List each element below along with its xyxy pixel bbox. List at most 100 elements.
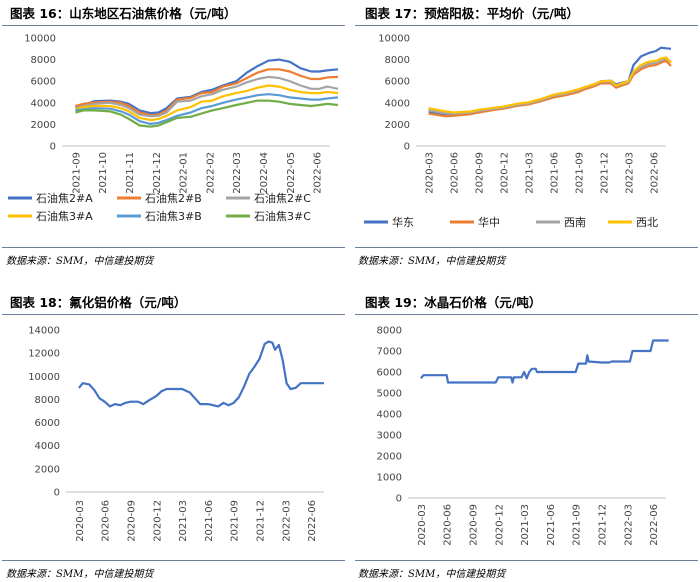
source-note: 数据来源：SMM，中信建投期货: [6, 256, 154, 267]
x-tick-label: 2022-03: [625, 152, 636, 194]
y-tick-label: 6000: [385, 77, 410, 88]
source-divider: [355, 247, 698, 248]
y-tick-label: 8000: [31, 55, 56, 66]
series-line: [75, 99, 339, 128]
y-tick-label: 3000: [377, 431, 402, 442]
y-tick-label: 2000: [35, 464, 60, 475]
x-tick-label: 2021-12: [598, 504, 609, 546]
x-tick-label: 2021-03: [525, 152, 536, 194]
y-tick-label: 0: [54, 488, 60, 499]
series-line: [78, 340, 324, 408]
source-divider: [2, 247, 345, 248]
series-line: [428, 59, 672, 118]
y-tick-label: 4000: [35, 441, 60, 452]
y-tick-label: 5000: [377, 389, 402, 400]
x-tick-label: 2021-09: [230, 500, 241, 542]
legend-label: 石油焦3#A: [36, 209, 93, 223]
x-tick-label: 2021-03: [178, 500, 189, 542]
series-line: [428, 56, 672, 114]
y-tick-label: 6000: [35, 418, 60, 429]
series-line: [75, 75, 339, 118]
x-tick-label: 2022-03: [623, 504, 634, 546]
legend-label: 西北: [636, 216, 658, 229]
chart-title: 图表 19：冰晶石价格（元/吨）: [365, 295, 542, 310]
title-divider: [2, 25, 345, 26]
x-tick-label: 2020-09: [475, 152, 486, 194]
y-tick-label: 2000: [385, 120, 410, 131]
petcoke-price-chart: 0 2000 4000 6000 8000 10000 2021-09 2021-10 2021…: [8, 34, 339, 223]
source-note: 数据来源：SMM，中信建投期货: [358, 569, 506, 580]
y-tick-label: 1000: [377, 473, 402, 484]
anode-price-chart: 0 2000 4000 6000 8000 10000 2020-03 2020-06 2020…: [364, 34, 672, 229]
y-tick-label: 0: [50, 142, 56, 153]
x-tick-label: 2020-06: [450, 152, 461, 194]
y-tick-label: 10000: [378, 34, 410, 45]
x-tick-label: 2022-03: [232, 152, 243, 194]
x-tick-label: 2021-06: [550, 152, 561, 194]
cryolite-chart: 0 1000 2000 3000 4000 5000 6000 7000 8000 2020-03…: [377, 326, 669, 546]
source-note: 数据来源：SMM，中信建投期货: [358, 256, 506, 267]
x-tick-label: 2022-03: [281, 500, 292, 542]
x-tick-label: 2022-05: [286, 152, 297, 194]
x-tick-label: 2022-02: [205, 152, 216, 194]
y-tick-label: 8000: [385, 55, 410, 66]
y-tick-label: 0: [404, 142, 410, 153]
source-divider: [2, 560, 345, 561]
y-tick-label: 6000: [377, 368, 402, 379]
series-line: [428, 46, 672, 116]
x-tick-label: 2020-03: [417, 504, 428, 546]
x-tick-label: 2021-06: [204, 500, 215, 542]
x-tick-label: 2022-06: [650, 152, 661, 194]
x-tick-label: 2021-09: [572, 504, 583, 546]
title-divider: [355, 314, 698, 315]
y-tick-label: 2000: [31, 120, 56, 131]
chart-title: 图表 18：氟化铝价格（元/吨）: [10, 295, 187, 310]
source-note: 数据来源：SMM，中信建投期货: [6, 569, 154, 580]
y-tick-label: 8000: [377, 326, 402, 337]
y-tick-label: 8000: [35, 395, 60, 406]
chart-title: 图表 16：山东地区石油焦价格（元/吨）: [10, 6, 237, 21]
x-tick-label: 2021-09: [71, 152, 82, 194]
legend-label: 石油焦2#A: [36, 191, 93, 205]
x-tick-label: 2020-06: [443, 504, 454, 546]
x-tick-label: 2021-03: [520, 504, 531, 546]
x-tick-label: 2020-09: [127, 500, 138, 542]
y-tick-label: 2000: [377, 452, 402, 463]
x-tick-label: 2022-06: [649, 504, 660, 546]
series-line: [75, 93, 339, 125]
y-tick-label: 0: [396, 494, 402, 505]
x-tick-label: 2020-06: [101, 500, 112, 542]
legend-label: 西南: [564, 216, 586, 229]
legend-label: 石油焦2#B: [145, 191, 202, 205]
y-tick-label: 4000: [385, 98, 410, 109]
x-tick-label: 2021-06: [546, 504, 557, 546]
legend-label: 华东: [392, 215, 414, 229]
x-tick-label: 2020-09: [469, 504, 480, 546]
x-tick-label: 2020-12: [494, 504, 505, 546]
x-tick-label: 2021-09: [575, 152, 586, 194]
chart-title: 图表 17：预焙阳极：平均价（元/吨）: [365, 6, 579, 21]
y-tick-label: 10000: [28, 372, 60, 383]
x-tick-label: 2021-12: [256, 500, 267, 542]
legend-label: 石油焦2#C: [254, 191, 311, 205]
x-tick-label: 2020-03: [425, 152, 436, 194]
y-tick-label: 10000: [24, 34, 56, 45]
series-line: [75, 84, 339, 122]
y-tick-label: 7000: [377, 347, 402, 358]
series-line: [75, 68, 339, 117]
x-tick-label: 2021-12: [152, 152, 163, 194]
y-tick-label: 4000: [377, 410, 402, 421]
series-line: [420, 339, 669, 384]
x-tick-label: 2022-04: [259, 152, 270, 194]
source-divider: [355, 560, 698, 561]
x-tick-label: 2022-01: [179, 152, 190, 194]
y-tick-label: 4000: [31, 98, 56, 109]
aluminum-fluoride-chart: 0 2000 4000 6000 8000 10000 12000 14000 2020-03 2…: [28, 326, 324, 542]
y-tick-label: 12000: [28, 349, 60, 360]
legend-label: 石油焦3#B: [145, 209, 202, 223]
x-tick-label: 2020-12: [152, 500, 163, 542]
x-tick-label: 2021-10: [98, 152, 109, 194]
x-tick-label: 2022-06: [313, 152, 324, 194]
title-divider: [2, 314, 345, 315]
y-tick-label: 6000: [31, 77, 56, 88]
